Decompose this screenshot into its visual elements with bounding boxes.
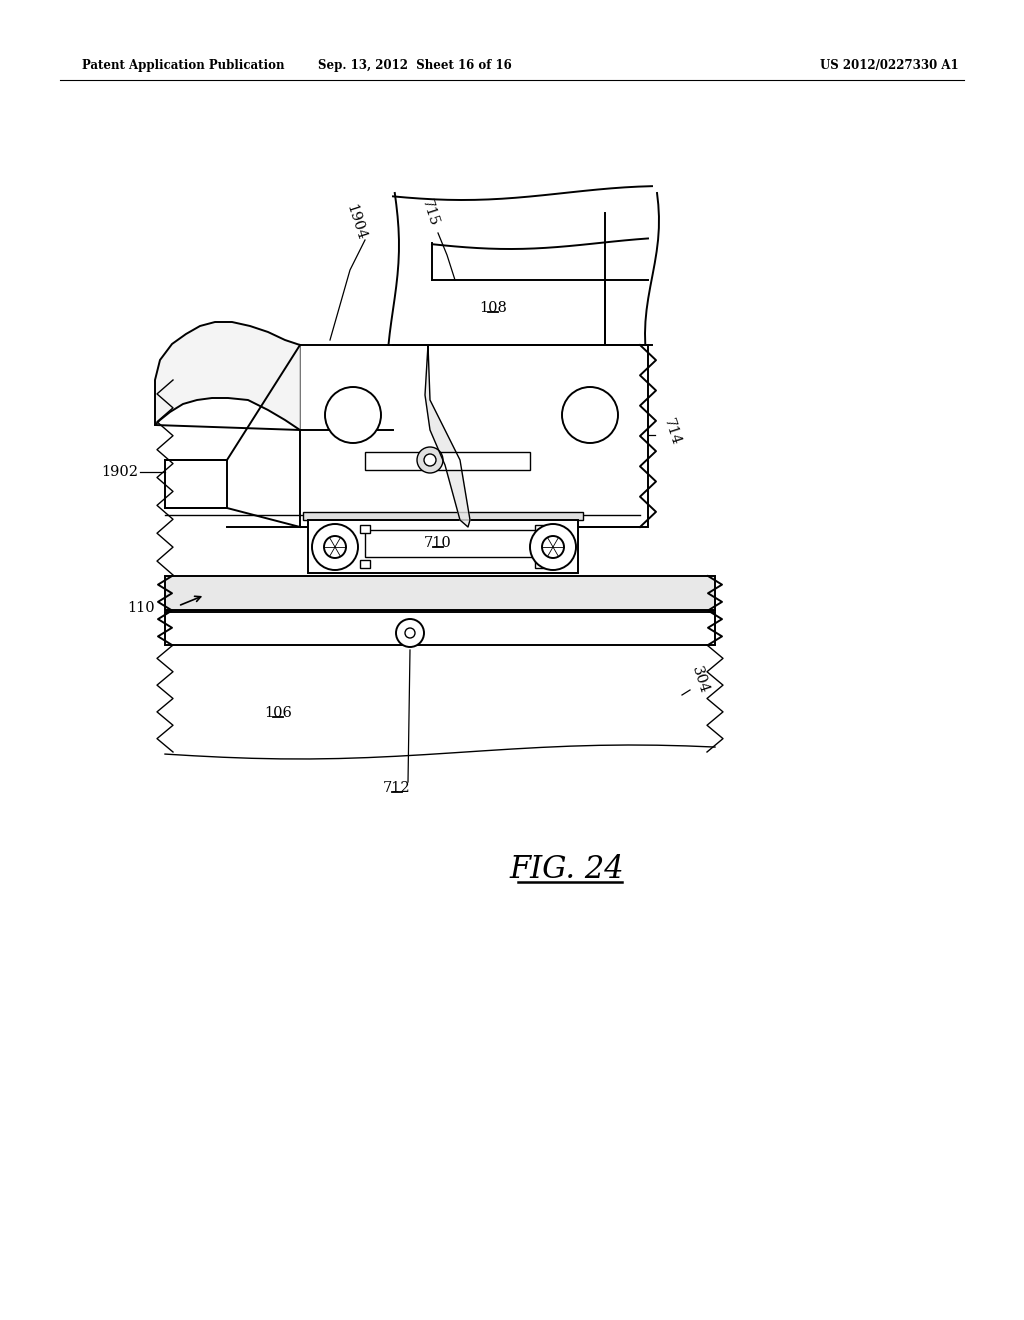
Text: 712: 712: [383, 781, 411, 795]
Circle shape: [417, 447, 443, 473]
Bar: [165, 576, 715, 610]
Text: FIG. 24: FIG. 24: [510, 854, 625, 886]
Circle shape: [396, 619, 424, 647]
Bar: [365, 451, 530, 470]
Bar: [535, 560, 545, 568]
Circle shape: [542, 536, 564, 558]
Text: 304: 304: [689, 664, 711, 696]
Text: 106: 106: [264, 706, 292, 719]
Bar: [303, 512, 583, 520]
Text: 1902: 1902: [101, 465, 138, 479]
Text: US 2012/0227330 A1: US 2012/0227330 A1: [820, 58, 958, 71]
Polygon shape: [155, 322, 300, 430]
Circle shape: [325, 387, 381, 444]
Bar: [360, 525, 370, 533]
Bar: [365, 531, 540, 557]
Bar: [360, 560, 370, 568]
Circle shape: [562, 387, 618, 444]
Text: 110: 110: [127, 601, 155, 615]
Circle shape: [312, 524, 358, 570]
Text: Sep. 13, 2012  Sheet 16 of 16: Sep. 13, 2012 Sheet 16 of 16: [318, 58, 512, 71]
Polygon shape: [425, 345, 470, 527]
Circle shape: [530, 524, 575, 570]
Text: 1904: 1904: [344, 202, 369, 242]
Text: 710: 710: [424, 536, 452, 550]
Bar: [535, 525, 545, 533]
Bar: [308, 520, 578, 573]
Bar: [165, 612, 715, 645]
Bar: [165, 459, 227, 508]
Bar: [300, 345, 648, 527]
Text: 715: 715: [419, 198, 441, 228]
Circle shape: [406, 628, 415, 638]
Circle shape: [324, 536, 346, 558]
Text: 714: 714: [662, 417, 683, 447]
Text: 108: 108: [479, 301, 507, 315]
Text: Patent Application Publication: Patent Application Publication: [82, 58, 285, 71]
Circle shape: [424, 454, 436, 466]
